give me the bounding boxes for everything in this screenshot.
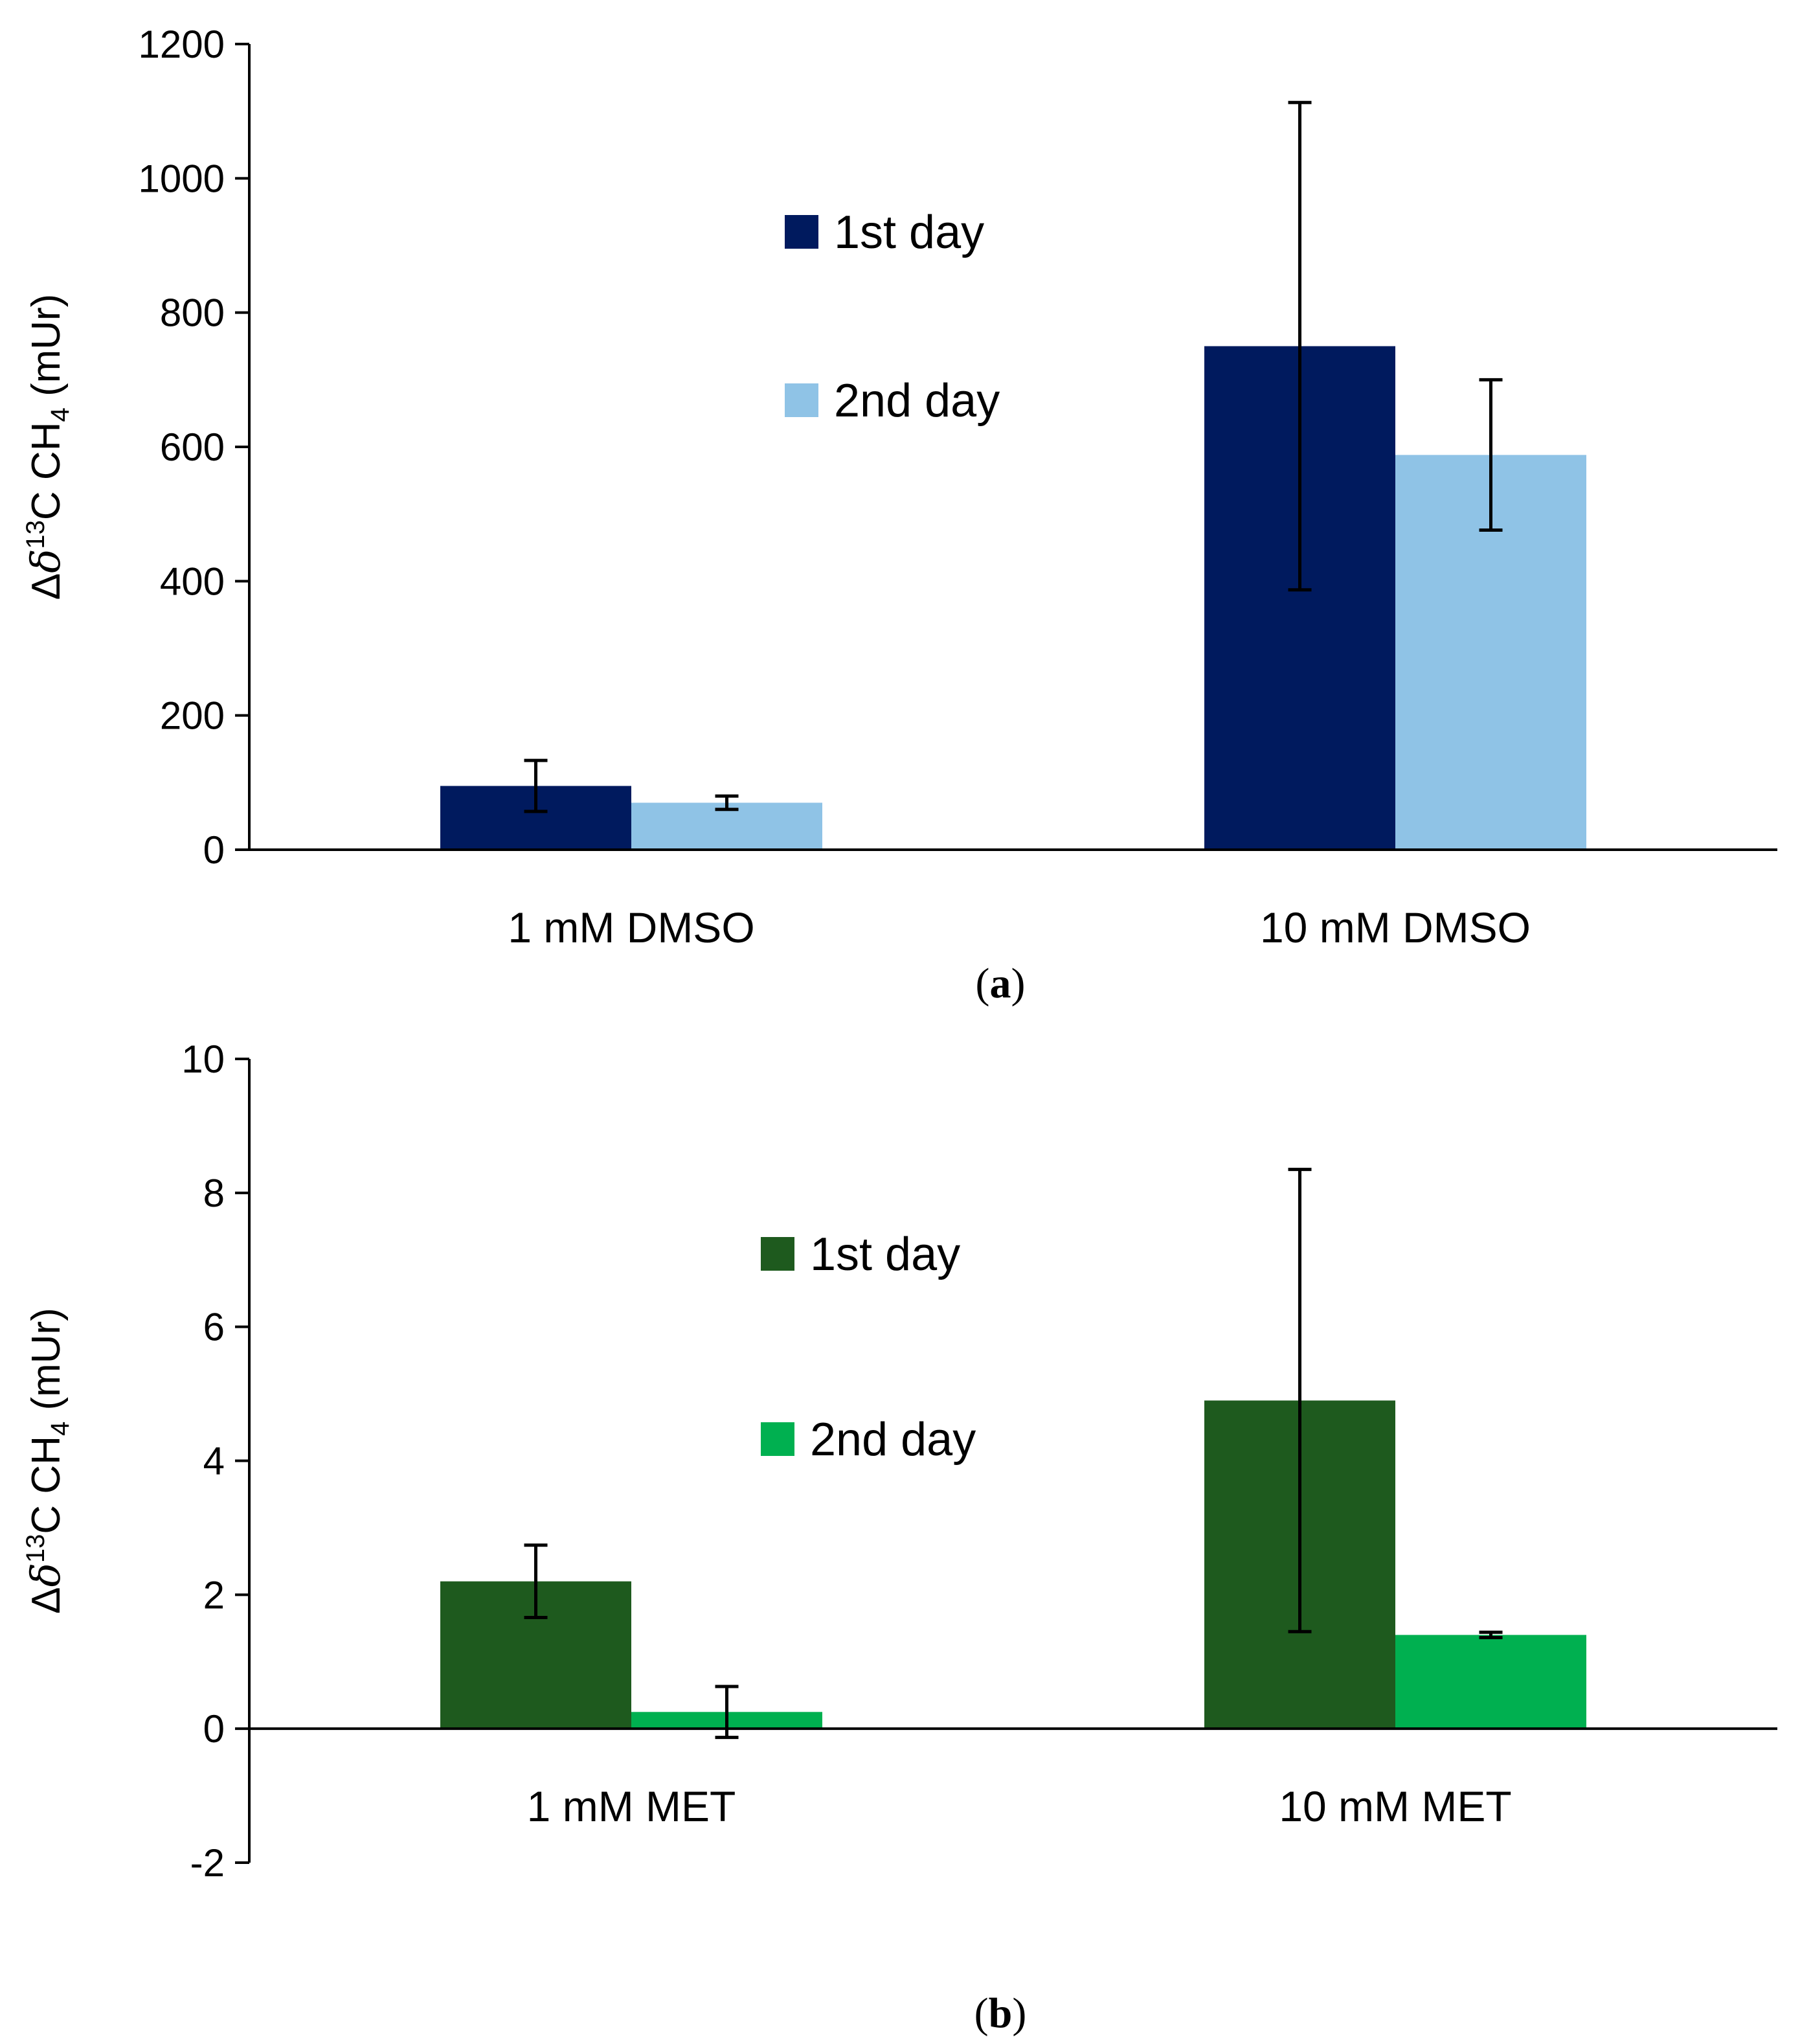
error-bar-b-s1-c1 (524, 1543, 548, 1619)
legend-item-b-1: 1st day (761, 1229, 960, 1280)
error-bar-a-s2-c1 (715, 794, 739, 812)
legend-swatch-b-1 (761, 1237, 794, 1271)
panel-label-b: (b) (974, 1990, 1027, 2037)
category-label-b-2: 10 mM MET (1279, 1782, 1511, 1830)
error-bar-a-s1-c1 (524, 758, 548, 813)
category-label-b-1: 1 mM MET (527, 1782, 736, 1830)
y-tick-label-a-6: 1200 (139, 23, 225, 66)
bar-b-s2-c2 (1395, 1635, 1586, 1729)
legend-label-a-2: 2nd day (834, 375, 1000, 427)
legend-swatch-a-2 (785, 383, 818, 417)
error-bar-b-s1-c2 (1288, 1168, 1312, 1633)
y-tick-label-a-3: 600 (160, 426, 225, 469)
y-tick-label-a-0: 0 (203, 828, 225, 872)
legend-label-b-1: 1st day (810, 1229, 960, 1280)
y-tick-label-b-6: 10 (181, 1038, 225, 1081)
error-bar-a-s2-c2 (1479, 378, 1503, 532)
error-bar-a-s1-c2 (1288, 100, 1312, 592)
error-bar-b-s2-c2 (1479, 1630, 1503, 1640)
chart-panel-b: -2 0 2 4 6 8 10 1 mM MET 10 mM MET 1st day 2nd day… (21, 1038, 1777, 2037)
legend-swatch-b-2 (761, 1422, 794, 1456)
chart-panel-a: 0 200 400 600 800 1000 1200 1 mM DMSO 10 mM DMSO… (21, 23, 1777, 1007)
y-tick-label-b-4: 6 (203, 1306, 225, 1349)
error-bar-b-s2-c1 (715, 1685, 739, 1740)
legend-swatch-a-1 (785, 215, 818, 249)
y-tick-label-b-3: 4 (203, 1440, 225, 1483)
y-tick-label-a-1: 200 (160, 694, 225, 738)
y-tick-label-a-5: 1000 (139, 157, 225, 200)
y-axis-label-b: Δδ13C CH4 (mUr) (21, 1308, 74, 1614)
legend-item-b-2: 2nd day (761, 1414, 976, 1466)
legend-label-a-1: 1st day (834, 207, 984, 258)
category-label-a-2: 10 mM DMSO (1260, 903, 1531, 951)
category-label-a-1: 1 mM DMSO (508, 903, 754, 951)
y-tick-label-b-2: 2 (203, 1573, 225, 1617)
y-tick-label-a-2: 400 (160, 560, 225, 603)
panel-label-a: (a) (976, 960, 1026, 1007)
y-axis-label-a: Δδ13C CH4 (mUr) (21, 294, 74, 600)
y-tick-label-b-0: -2 (190, 1841, 225, 1885)
legend-item-a-2: 2nd day (785, 375, 1000, 427)
legend-label-b-2: 2nd day (810, 1414, 976, 1466)
y-tick-label-b-1: 0 (203, 1707, 225, 1751)
legend-item-a-1: 1st day (785, 207, 984, 258)
y-tick-label-b-5: 8 (203, 1172, 225, 1215)
y-tick-label-a-4: 800 (160, 291, 225, 335)
